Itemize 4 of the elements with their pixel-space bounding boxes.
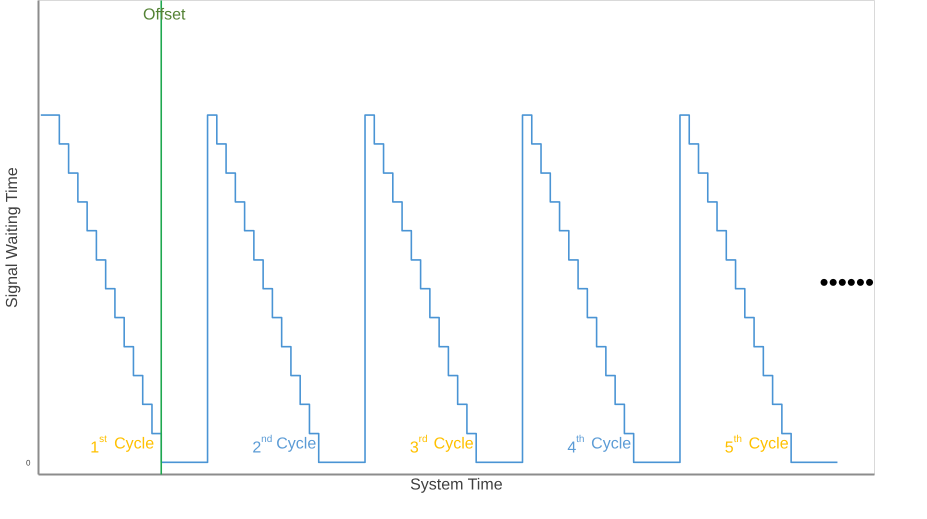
- annotation: ••••••: [820, 266, 874, 297]
- y-axis-title: Signal Waiting Time: [4, 167, 22, 308]
- text: 0: [26, 458, 32, 468]
- x-axis-title: System Time: [410, 476, 503, 494]
